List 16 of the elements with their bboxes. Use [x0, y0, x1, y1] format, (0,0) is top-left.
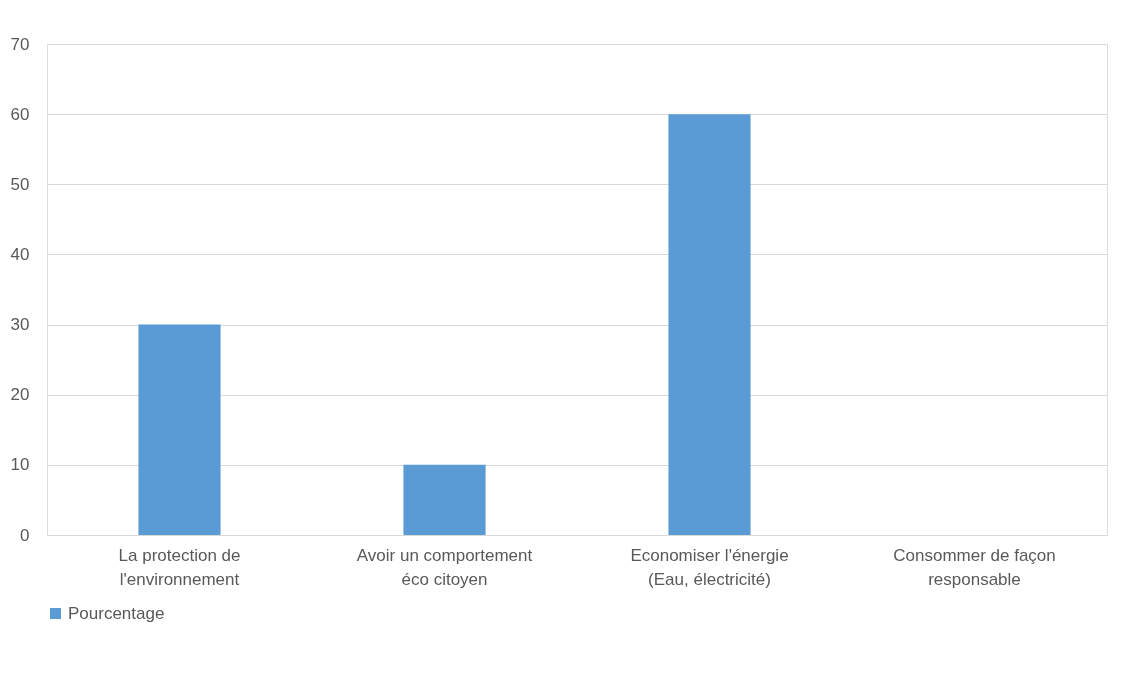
y-tick-label: 70 — [10, 34, 30, 54]
y-tick-label: 20 — [10, 385, 30, 405]
y-tick-label: 40 — [10, 244, 30, 264]
bar — [668, 114, 751, 535]
y-tick-label: 60 — [10, 104, 30, 124]
x-tick-label: Avoir un comportement éco citoyen — [356, 545, 533, 589]
x-tick-label: Consommer de façon responsable — [893, 545, 1056, 589]
x-tick-label: Economiser l'énergie (Eau, électricité) — [630, 545, 789, 589]
y-tick-label: 30 — [10, 315, 30, 335]
bar — [403, 464, 486, 535]
y-tick-label: 10 — [10, 455, 30, 475]
legend-label: Pourcentage — [68, 603, 165, 623]
y-tick-label: 0 — [20, 525, 30, 545]
x-tick-label: La protection de l'environnement — [118, 545, 241, 589]
y-tick-label: 50 — [10, 174, 30, 194]
bar — [138, 324, 221, 535]
